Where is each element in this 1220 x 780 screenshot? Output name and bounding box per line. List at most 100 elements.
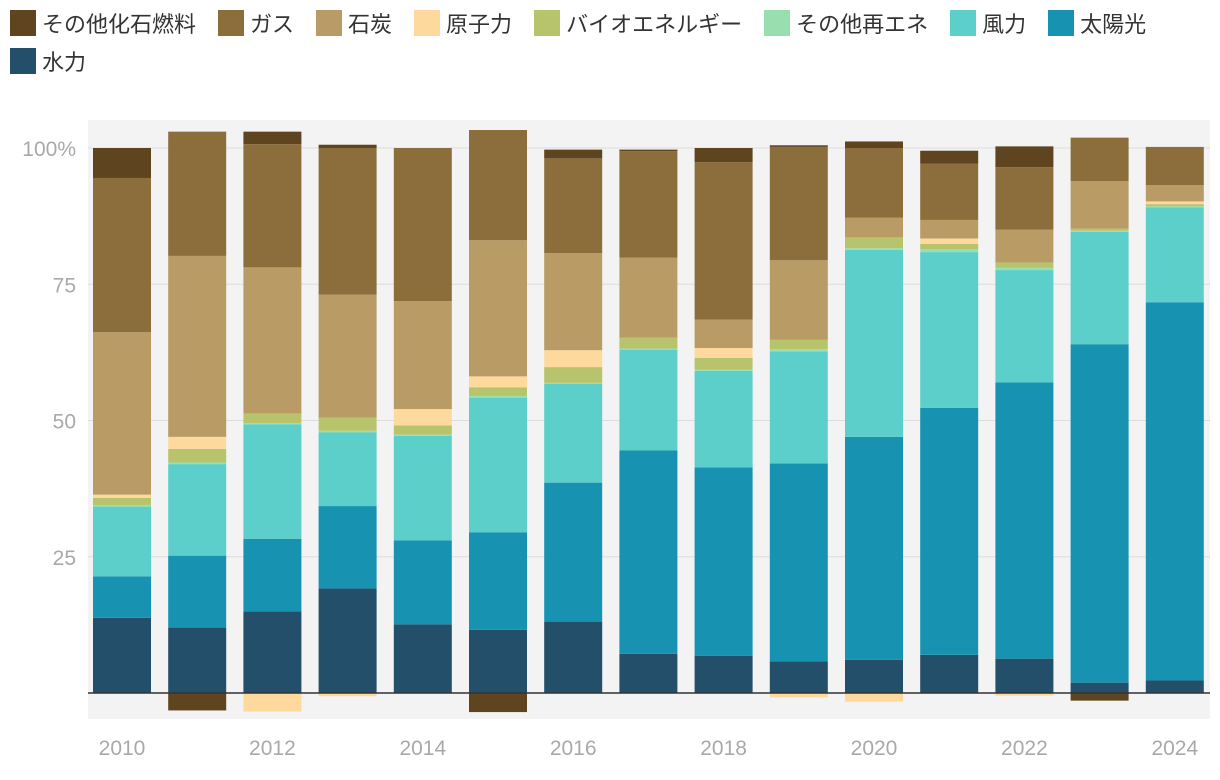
bar-segment-other_fossil-2021 (920, 150, 979, 164)
legend-swatch (316, 10, 343, 36)
bar-segment-coal-2022 (995, 229, 1054, 263)
bar-segment-coal-2013 (318, 294, 377, 418)
bar-group-2015 (469, 130, 527, 713)
y-tick-label: 100% (22, 138, 76, 161)
bar-segment-gas-2011 (168, 131, 227, 256)
bar-segment-coal-2019 (769, 260, 828, 340)
bar-segment-wind-2011 (168, 464, 227, 556)
bar-segment-solar-2016 (544, 482, 603, 622)
bar-segment-solar-2019 (769, 463, 828, 662)
x-tick-label: 2016 (550, 737, 597, 760)
bar-segment-wind-2018 (694, 370, 753, 468)
legend-item-bio[interactable]: バイオエネルギー (534, 8, 742, 38)
bar-group-2022 (995, 146, 1054, 696)
bar-segment-gas-2020 (845, 148, 903, 218)
bar-segment-gas-2012 (243, 144, 302, 268)
bar-segment-other_fossil-2017 (619, 149, 678, 152)
bar-segment-nuclear-2015 (469, 376, 527, 388)
bar-segment-solar-2020 (845, 436, 903, 660)
legend-item-solar[interactable]: 太陽光 (1048, 8, 1146, 38)
legend-item-coal[interactable]: 石炭 (316, 8, 392, 38)
bar-group-2013 (318, 144, 377, 697)
x-tick-label: 2014 (399, 737, 446, 760)
bar-segment-other_re-2024 (1145, 206, 1204, 208)
bar-segment-bio-2017 (619, 337, 678, 349)
bar-segment-nuclear-2018 (694, 348, 753, 358)
bar-segment-coal-2020 (845, 217, 903, 238)
bar-segment-other_fossil-2013 (318, 144, 377, 148)
bar-segment-other_re-2012 (243, 423, 302, 425)
bar-segment-solar-2022 (995, 382, 1054, 659)
bar-segment-wind-2024 (1145, 207, 1204, 303)
bar-group-2010 (93, 148, 151, 693)
bar-group-2019 (769, 145, 828, 698)
y-axis-ticks: 100% 75 50 25 (22, 138, 76, 570)
legend-swatch (1048, 10, 1075, 36)
bar-segment-bio-2014 (393, 425, 452, 435)
bar-group-2020 (845, 141, 903, 702)
legend-label: 太陽光 (1080, 13, 1147, 38)
bar-segment-wind-2022 (995, 270, 1054, 383)
bar-segment-solar-2024 (1145, 302, 1204, 681)
bar-segment-other_re-2022 (995, 267, 1054, 271)
x-tick-label: 2022 (1001, 737, 1048, 760)
bar-segment-other_re-2021 (920, 249, 979, 253)
bar-segment-solar-2014 (393, 540, 452, 625)
legend-swatch (218, 10, 245, 36)
bar-segment-bio-2012 (243, 413, 302, 424)
bar-segment-wind-2016 (544, 383, 603, 483)
bar-segment-other_fossil-2016 (544, 149, 603, 159)
bar-segment-wind-2021 (920, 252, 979, 408)
bar-segment-gas-2023 (1070, 137, 1129, 182)
bar-group-2024 (1145, 146, 1204, 693)
bar-segment-solar-2021 (920, 407, 979, 655)
bar-segment-wind-2012 (243, 424, 302, 539)
x-tick-label: 2010 (99, 737, 146, 760)
legend-item-other_fossil[interactable]: その他化石燃料 (10, 8, 196, 38)
bar-segment-wind-2019 (769, 351, 828, 464)
bar-segment-hydro-2016 (544, 621, 603, 693)
legend-label: その他再エネ (796, 13, 929, 38)
bar-segment-bio-2010 (93, 497, 151, 505)
legend-item-wind[interactable]: 風力 (950, 8, 1026, 38)
bar-segment-bio-2020 (845, 237, 903, 249)
bar-segment-nuclear-2011 (168, 436, 227, 449)
legend-swatch (10, 10, 36, 36)
bar-segment-gas-2013 (318, 148, 377, 295)
legend-swatch (764, 10, 791, 36)
bar-segment-hydro-2021 (920, 654, 979, 693)
x-tick-label: 2020 (851, 737, 898, 760)
legend-item-gas[interactable]: ガス (218, 8, 294, 38)
bar-segment-other_re-2011 (168, 462, 227, 465)
bar-segment-hydro-2022 (995, 658, 1054, 693)
x-tick-label: 2018 (700, 737, 747, 760)
bar-segment-wind-2013 (318, 432, 377, 507)
bar-segment-nuclear-2010 (93, 494, 151, 498)
bar-segment-other_re-2010 (93, 504, 151, 507)
bar-segment-nuclear-2022 (995, 693, 1054, 696)
bar-group-2023 (1070, 137, 1129, 701)
bar-segment-hydro-2019 (769, 661, 828, 693)
bar-segment-nuclear-2019 (769, 693, 828, 698)
bar-segment-other_re-2018 (694, 369, 753, 371)
bar-segment-wind-2023 (1070, 231, 1129, 345)
bar-segment-other_fossil-2018 (694, 148, 753, 163)
bar-segment-coal-2023 (1070, 181, 1129, 229)
legend-label: バイオエネルギー (566, 13, 743, 38)
bar-segment-bio-2016 (544, 367, 603, 383)
bar-segment-solar-2010 (93, 576, 151, 618)
legend-item-other_re[interactable]: その他再エネ (764, 8, 928, 38)
legend-label: 石炭 (348, 13, 393, 38)
bar-segment-coal-2010 (93, 332, 151, 495)
bar-segment-gas-2022 (995, 167, 1054, 230)
x-axis-ticks: 2010 2012 2014 2016 2018 2020 2022 2024 (99, 737, 1199, 760)
bar-segment-other_re-2013 (318, 430, 377, 433)
bar-segment-other_fossil-2015 (469, 693, 527, 713)
bar-segment-other_re-2016 (544, 382, 603, 384)
legend-item-hydro[interactable]: 水力 (10, 46, 86, 76)
legend-label: 風力 (982, 13, 1027, 38)
bar-group-2021 (920, 150, 979, 693)
legend-item-nuclear[interactable]: 原子力 (414, 8, 512, 38)
